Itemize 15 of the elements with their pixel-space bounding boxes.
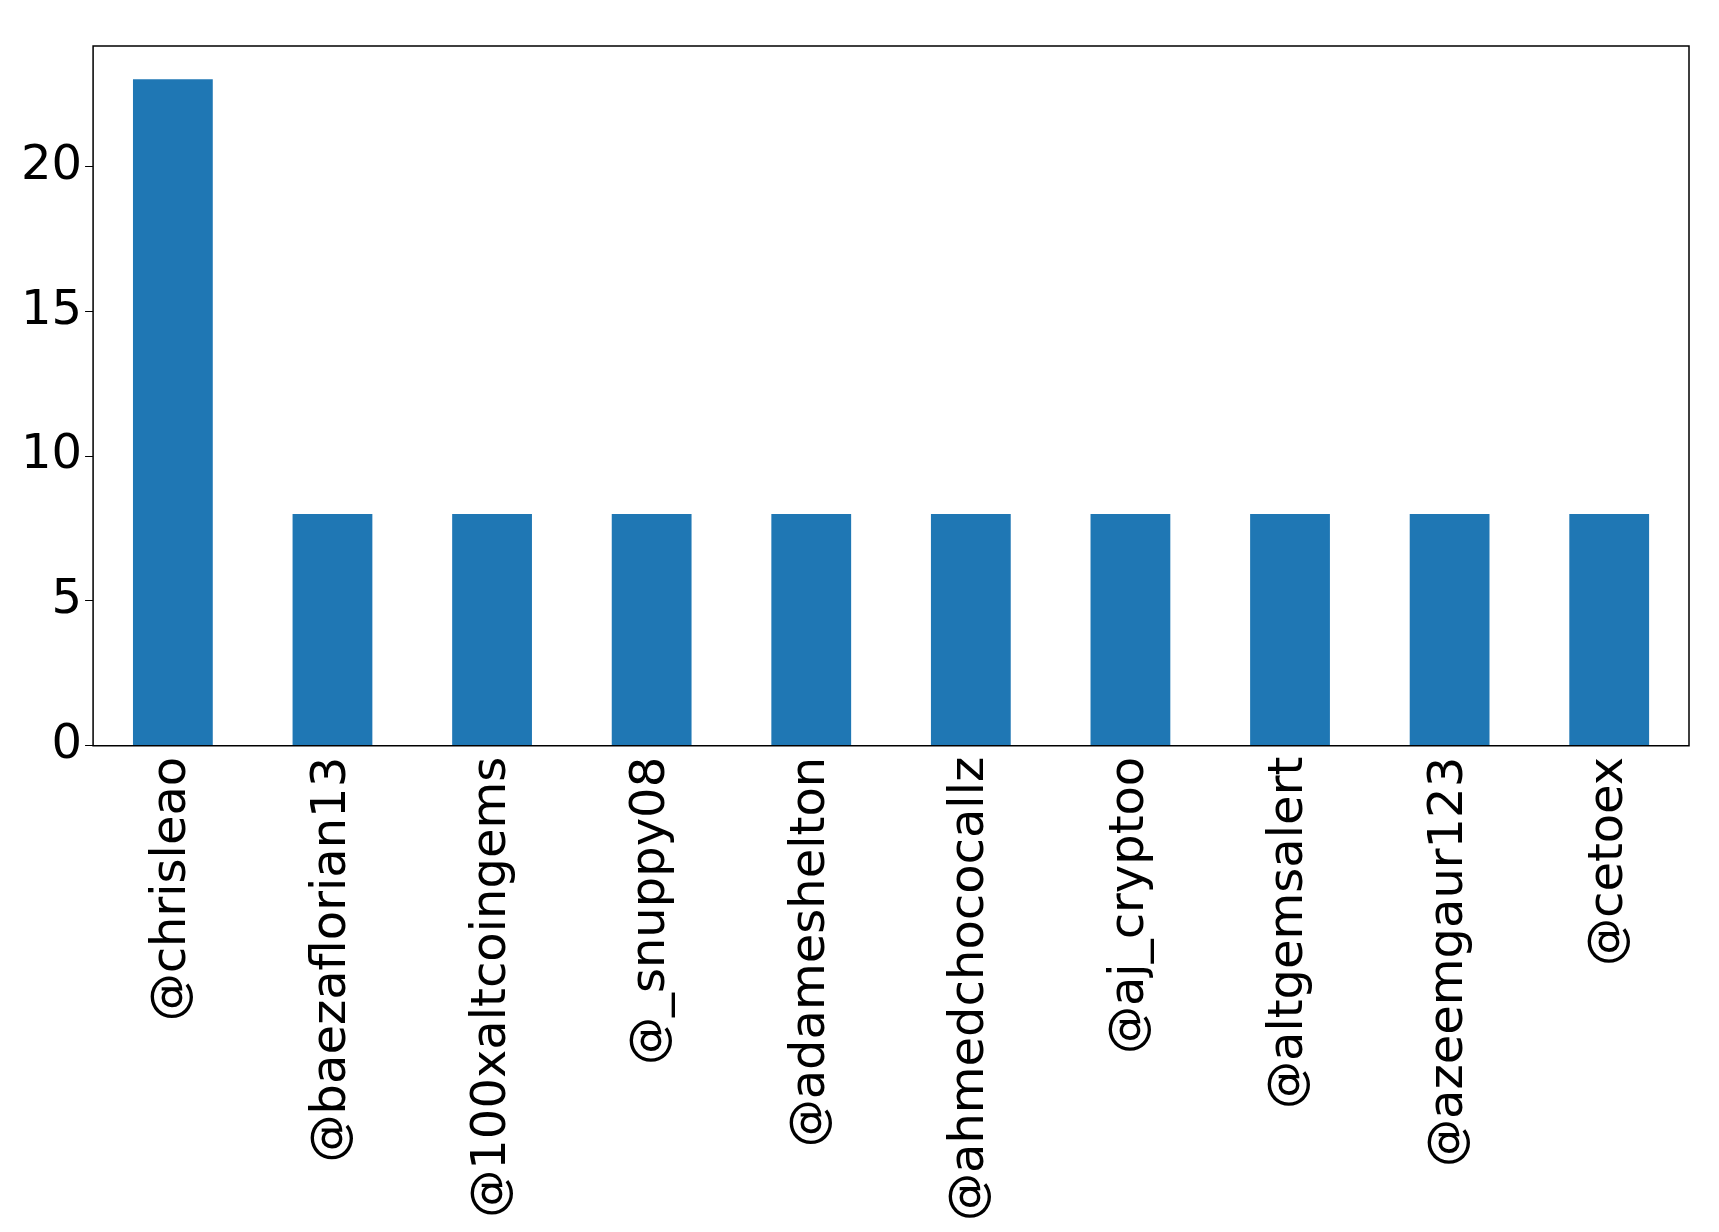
x-tick-label: @altgemsalert (1257, 756, 1314, 1109)
x-tick-label: @ahmedchococallz (938, 756, 995, 1221)
y-tick-label: 10 (21, 423, 83, 480)
y-tick-label: 5 (51, 568, 83, 625)
x-tick-label: @baezaflorian13 (299, 756, 356, 1163)
x-tick-label: @chrisleao (140, 756, 197, 1022)
x-tick-label: @aj_cryptoo (1097, 756, 1154, 1055)
x-tick-label: @azeemgaur123 (1417, 756, 1474, 1167)
x-tick-label: @cetoex (1576, 756, 1633, 966)
y-tick-label: 20 (21, 133, 83, 190)
x-tick-label: @100xaltcoingems (459, 756, 516, 1218)
x-tick-label: @adameshelton (778, 756, 835, 1148)
y-tick-label: 0 (51, 713, 83, 770)
y-tick-label: 15 (21, 278, 83, 335)
x-tick-label: @_snuppy08 (619, 756, 676, 1066)
